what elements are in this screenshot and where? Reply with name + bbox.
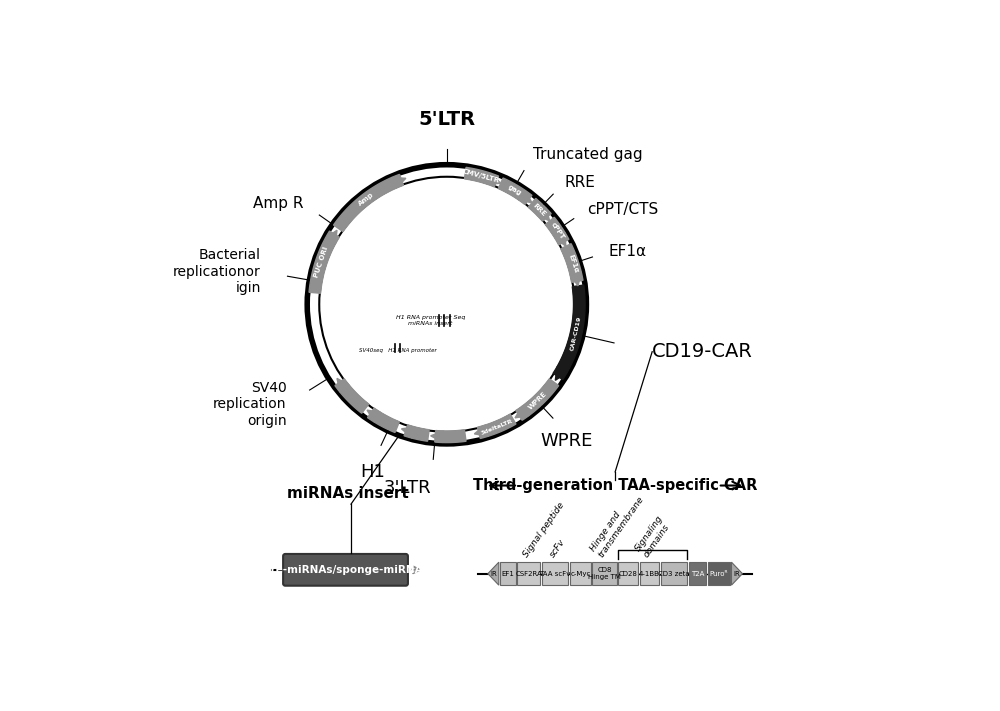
Text: RRE: RRE: [532, 202, 547, 218]
Polygon shape: [553, 285, 585, 380]
Polygon shape: [555, 367, 567, 380]
FancyBboxPatch shape: [283, 554, 408, 586]
Text: Signal peptide: Signal peptide: [522, 501, 566, 560]
Text: EF1α: EF1α: [608, 245, 646, 260]
Text: H1: H1: [360, 463, 385, 481]
Polygon shape: [561, 244, 583, 282]
FancyBboxPatch shape: [661, 562, 687, 585]
Polygon shape: [464, 167, 499, 187]
Polygon shape: [537, 208, 550, 221]
Polygon shape: [435, 429, 466, 442]
FancyBboxPatch shape: [500, 562, 516, 585]
Text: IR: IR: [734, 571, 740, 577]
Polygon shape: [404, 424, 429, 442]
Polygon shape: [325, 230, 337, 244]
Text: cPPT/CTS: cPPT/CTS: [588, 202, 659, 217]
FancyBboxPatch shape: [689, 562, 706, 585]
Polygon shape: [516, 379, 559, 420]
Polygon shape: [474, 425, 488, 436]
Text: WPRE: WPRE: [528, 390, 548, 410]
Polygon shape: [334, 174, 403, 232]
Polygon shape: [555, 232, 566, 246]
FancyBboxPatch shape: [708, 562, 730, 585]
Polygon shape: [335, 379, 369, 413]
Text: Amp: Amp: [357, 191, 375, 207]
Text: 4-1BB: 4-1BB: [639, 571, 660, 577]
Polygon shape: [570, 272, 581, 286]
FancyBboxPatch shape: [570, 562, 591, 585]
Polygon shape: [367, 408, 399, 432]
Text: SV40seq   H1 RNA promoter: SV40seq H1 RNA promoter: [359, 348, 436, 353]
Text: SV40
replication
origin: SV40 replication origin: [213, 381, 287, 427]
Text: CD8
Hinge TM: CD8 Hinge TM: [588, 567, 621, 580]
FancyBboxPatch shape: [618, 562, 638, 585]
Text: CD28: CD28: [619, 571, 637, 577]
Polygon shape: [431, 431, 443, 442]
FancyBboxPatch shape: [640, 562, 659, 585]
FancyBboxPatch shape: [517, 562, 540, 585]
Text: Pre-miRNAs/sponge-miRNAs: Pre-miRNAs/sponge-miRNAs: [263, 565, 428, 574]
Polygon shape: [401, 427, 415, 438]
Text: Amp R: Amp R: [253, 196, 303, 211]
Text: 5'LTR: 5'LTR: [418, 110, 475, 129]
Text: EF1: EF1: [502, 571, 515, 577]
Text: Signaling
domains: Signaling domains: [633, 514, 673, 560]
Text: H1 RNA promoter Seq
miRNAs insert: H1 RNA promoter Seq miRNAs insert: [396, 316, 465, 326]
Polygon shape: [367, 410, 381, 422]
Text: Bacterial
replicationor
igin: Bacterial replicationor igin: [173, 248, 261, 295]
Polygon shape: [545, 218, 569, 245]
Text: WPRE: WPRE: [540, 432, 592, 451]
Text: Truncated gag: Truncated gag: [533, 147, 643, 162]
Text: Puroᴿ: Puroᴿ: [710, 571, 728, 577]
Polygon shape: [515, 406, 529, 418]
Text: RRE: RRE: [565, 175, 596, 190]
Text: 3deltaLTR: 3deltaLTR: [480, 418, 513, 436]
Polygon shape: [528, 198, 551, 221]
Text: scFv: scFv: [548, 538, 567, 560]
Text: 3'LTR: 3'LTR: [384, 479, 432, 497]
Text: Third-generation TAA-specific CAR: Third-generation TAA-specific CAR: [473, 478, 757, 493]
Polygon shape: [731, 562, 742, 585]
Text: PUC ORI: PUC ORI: [313, 246, 329, 279]
Polygon shape: [337, 378, 349, 392]
Text: CD3 zeta: CD3 zeta: [658, 571, 690, 577]
Polygon shape: [519, 191, 532, 203]
Text: cPPT: cPPT: [549, 221, 565, 241]
Polygon shape: [487, 173, 501, 184]
Text: EF1α: EF1α: [567, 253, 579, 274]
Polygon shape: [498, 178, 532, 205]
Text: T2A: T2A: [691, 571, 704, 577]
Text: IR: IR: [490, 571, 497, 577]
Text: Hinge and
transmembrane: Hinge and transmembrane: [589, 489, 646, 560]
Text: CAR-CD19: CAR-CD19: [570, 315, 582, 351]
Polygon shape: [392, 178, 406, 188]
Text: TAA scFv: TAA scFv: [540, 571, 571, 577]
FancyBboxPatch shape: [542, 562, 568, 585]
Text: CSF2RA: CSF2RA: [516, 571, 542, 577]
Text: CMV/5LTR: CMV/5LTR: [462, 169, 500, 184]
Polygon shape: [477, 414, 516, 439]
Text: CD19-CAR: CD19-CAR: [652, 342, 753, 361]
Text: c-Myc: c-Myc: [570, 571, 591, 577]
FancyBboxPatch shape: [592, 562, 617, 585]
Polygon shape: [488, 562, 499, 585]
Text: miRNAs insert: miRNAs insert: [287, 486, 409, 501]
Text: gag: gag: [507, 184, 523, 197]
Polygon shape: [309, 231, 339, 293]
